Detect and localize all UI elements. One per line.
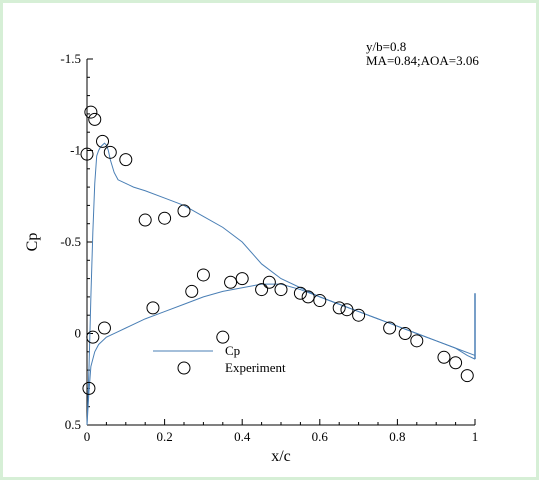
legend-label-experiment: Experiment (225, 360, 286, 375)
experiment-point (185, 284, 199, 298)
experiment-point (352, 308, 366, 322)
x-ticks: 0 0.2 0.4 0.6 0.8 1 (84, 419, 479, 444)
experiment-point (216, 330, 230, 344)
annotation-span: y/b=0.8 (366, 39, 406, 54)
x-tick-label: 0.8 (389, 429, 405, 444)
experiment-point (103, 145, 117, 159)
experiment-point (86, 330, 100, 344)
y-ticks: -1.5 -1 -0.5 0 0.5 (60, 51, 93, 432)
experiment-point (84, 105, 98, 119)
experiment-point (235, 272, 249, 286)
experiment-point (301, 290, 315, 304)
experiment-point (437, 350, 451, 364)
experiment-point (460, 369, 474, 383)
x-tick-label: 0.4 (234, 429, 251, 444)
legend: Cp Experiment (153, 343, 286, 375)
x-tick-label: 1 (472, 429, 479, 444)
cp-lower-surface-line (86, 283, 476, 426)
experiment-point (82, 381, 96, 395)
experiment-point (177, 204, 191, 218)
experiment-point (340, 303, 354, 317)
experiment-point (313, 294, 327, 308)
experiment-point (410, 334, 424, 348)
y-tick-label: -1.5 (60, 51, 81, 66)
y-axis-title: Cp (24, 233, 41, 252)
experiment-point (119, 153, 133, 167)
y-tick-label: -0.5 (60, 234, 81, 249)
experiment-point (262, 275, 276, 289)
experiment-point (88, 112, 102, 126)
x-tick-label: 0 (84, 429, 91, 444)
experiment-point (196, 268, 210, 282)
experiment-point (383, 321, 397, 335)
experiment-point (398, 327, 412, 340)
experiment-point (138, 213, 152, 227)
x-tick-label: 0.6 (312, 429, 329, 444)
y-tick-label: -1 (70, 143, 81, 158)
experiment-point (449, 356, 463, 370)
experiment-point (158, 211, 172, 225)
experiment-point (80, 147, 94, 161)
experiment-point (146, 301, 160, 315)
experiment-point (332, 301, 346, 315)
legend-marker-swatch (177, 361, 191, 375)
experiment-point (255, 283, 269, 297)
y-tick-label: 0 (75, 326, 82, 341)
x-axis-title: x/c (271, 448, 291, 465)
experiment-point (293, 286, 307, 300)
cp-chart: 0 0.2 0.4 0.6 0.8 1 -1.5-1-0.500.5 x/c Cp y/b… (24, 39, 479, 465)
cp-series (86, 142, 476, 426)
experiment-point (96, 134, 110, 148)
experiment-point (274, 283, 288, 297)
experiment-point (224, 275, 238, 289)
y-tick-label: 0.5 (65, 417, 81, 432)
legend-label-cp: Cp (225, 343, 240, 358)
x-tick-label: 0.2 (156, 429, 172, 444)
experiment-series (80, 105, 474, 395)
annotation-conditions: MA=0.84;AOA=3.06 (366, 53, 479, 68)
experiment-point (97, 321, 111, 335)
